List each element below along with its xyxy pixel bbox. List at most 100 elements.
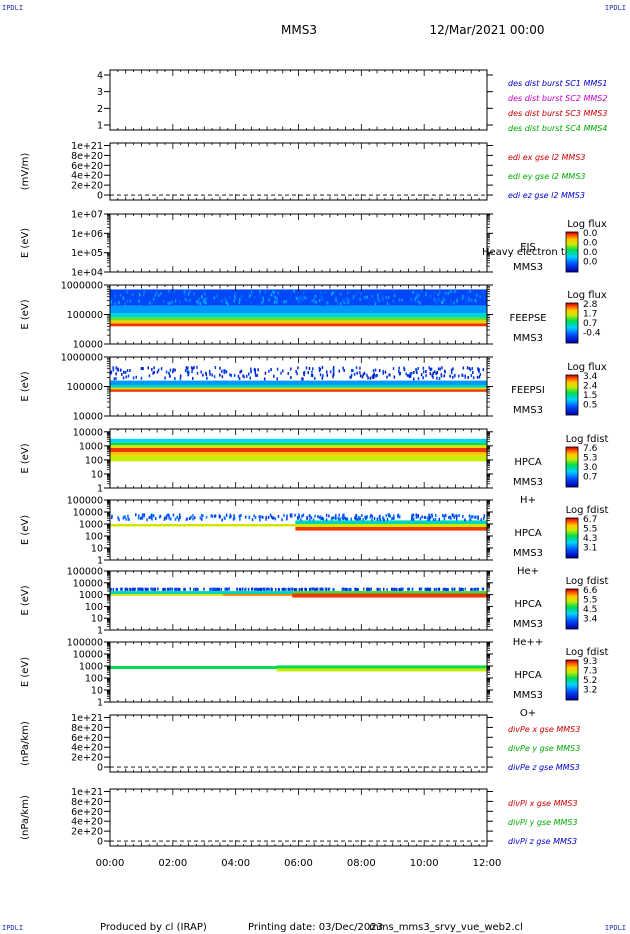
- spectrogram-pixel: [367, 301, 370, 305]
- spectrogram-pixel: [341, 588, 344, 591]
- spectrogram-pixel: [196, 365, 198, 369]
- colorbar-cell: [566, 385, 578, 387]
- spectrogram-pixel: [211, 588, 214, 591]
- spectrogram-pixel: [137, 587, 140, 591]
- spectrogram-pixel: [328, 587, 331, 591]
- colorbar-label: 5.3: [583, 454, 597, 464]
- spectrogram-pixel: [433, 297, 436, 301]
- colorbar-cell: [566, 533, 578, 535]
- spectrogram-pixel: [353, 294, 355, 298]
- colorbar-cell: [566, 624, 578, 626]
- colorbar-cell: [566, 545, 578, 547]
- spectrogram-pixel: [414, 298, 416, 302]
- spectrogram-pixel: [362, 518, 364, 521]
- species-label: H+: [520, 495, 536, 506]
- colorbar-cell: [566, 662, 578, 664]
- y-tick-label: 100: [85, 602, 103, 613]
- spectrogram-band: [292, 591, 487, 594]
- spectrogram-pixel: [346, 587, 348, 591]
- colorbar-cell: [566, 464, 578, 466]
- spectrogram-pixel: [428, 513, 430, 517]
- spectrogram-pixel: [184, 297, 187, 301]
- spectrogram-pixel: [383, 587, 385, 591]
- spectrogram-pixel: [356, 517, 359, 521]
- spectrogram-pixel: [243, 375, 245, 379]
- legend-entry: divPe y gse MMS3: [508, 744, 580, 753]
- spectrogram-pixel: [146, 518, 148, 522]
- y-tick-label: 2e+20: [71, 181, 103, 192]
- colorbar-cell: [566, 254, 578, 256]
- spectrogram-pixel: [233, 373, 236, 377]
- spectrogram-pixel: [297, 366, 299, 370]
- colorbar-cell: [566, 672, 578, 674]
- spectrogram-pixel: [434, 518, 437, 522]
- colorbar-cell: [566, 329, 578, 331]
- colorbar-cell: [566, 469, 578, 471]
- spectrogram-pixel: [292, 587, 294, 591]
- spectrogram-pixel: [230, 373, 232, 377]
- spectrogram-pixel: [218, 514, 221, 518]
- spectrogram-pixel: [268, 298, 270, 302]
- time-tick-label: 12:00: [473, 858, 502, 869]
- spectrogram-pixel: [233, 516, 236, 520]
- y-tick-label: 2: [97, 104, 103, 115]
- spectrogram-pixel: [439, 367, 441, 371]
- spectrogram-pixel: [326, 301, 328, 305]
- y-axis-label: E (eV): [20, 299, 31, 329]
- spectrogram-pixel: [370, 513, 372, 517]
- y-axis-label: E (eV): [20, 371, 31, 401]
- spectrogram-pixel: [120, 587, 122, 591]
- spectrogram-pixel: [228, 587, 230, 591]
- spectrogram-pixel: [359, 297, 361, 301]
- spectrogram-pixel: [439, 291, 441, 294]
- colorbar-title: Log fdist: [566, 505, 609, 516]
- spectrogram-pixel: [229, 293, 231, 297]
- spectrogram-pixel: [387, 514, 390, 517]
- spectrogram-pixel: [432, 375, 434, 379]
- spectrogram-pixel: [256, 587, 259, 591]
- spectrogram-pixel: [213, 296, 216, 300]
- spectrogram-pixel: [171, 587, 174, 591]
- spectrogram-pixel: [450, 290, 453, 294]
- spectrogram-pixel: [303, 370, 306, 374]
- spectrogram-pixel: [447, 588, 449, 591]
- colorbar-cell: [566, 328, 578, 330]
- spectrogram-pixel: [260, 301, 263, 305]
- spectrogram-pixel: [189, 517, 191, 521]
- colorbar-cell: [566, 661, 578, 663]
- spectrogram-pixel: [147, 366, 149, 370]
- colorbar-cell: [566, 598, 578, 600]
- panel-frame: [109, 142, 488, 201]
- y-tick-label: 8e+20: [71, 797, 103, 808]
- spectrogram-pixel: [205, 515, 208, 519]
- spacecraft-label: MMS3: [513, 619, 543, 630]
- spectrogram-pixel: [325, 518, 328, 522]
- y-axis-label: E (eV): [20, 657, 31, 687]
- spectrogram-pixel: [156, 370, 159, 374]
- spectrogram-pixel: [299, 296, 301, 300]
- spectrogram-pixel: [398, 366, 400, 370]
- colorbar-cell: [566, 549, 578, 551]
- spectrogram-pixel: [205, 371, 207, 375]
- colorbar-cell: [566, 447, 578, 449]
- spectrogram-pixel: [150, 290, 153, 294]
- spectrogram-pixel: [291, 514, 293, 518]
- spectrogram-pixel: [160, 367, 163, 371]
- y-tick-label: 10000: [73, 412, 103, 423]
- spectrogram-pixel: [132, 376, 135, 380]
- spectrogram-pixel: [461, 373, 463, 377]
- spectrogram-pixel: [311, 299, 314, 303]
- spectrogram-pixel: [297, 300, 300, 304]
- spectrogram-pixel: [224, 297, 227, 301]
- y-tick-label: 0: [97, 191, 103, 202]
- spectrogram-pixel: [375, 374, 377, 378]
- spectrogram-pixel: [398, 370, 400, 374]
- spectrogram-pixel: [286, 517, 288, 521]
- spectrogram-pixel: [435, 372, 438, 376]
- spectrogram-pixel: [225, 513, 228, 517]
- spectrogram-pixel: [115, 366, 117, 370]
- spectrogram-pixel: [425, 293, 427, 297]
- spectrogram-pixel: [276, 377, 278, 381]
- spectrogram-pixel: [363, 587, 365, 591]
